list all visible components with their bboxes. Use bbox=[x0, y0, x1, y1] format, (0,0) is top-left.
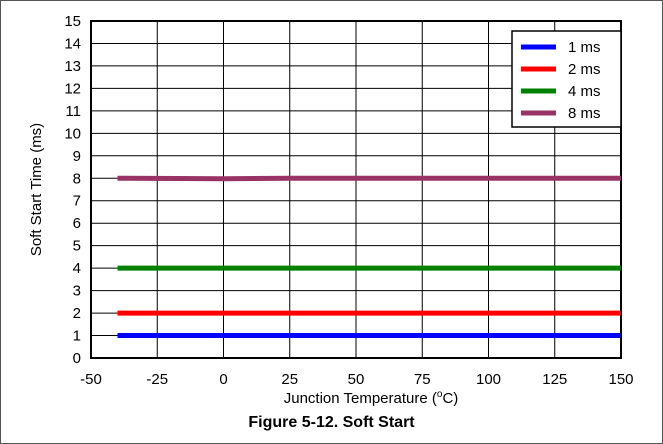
plot-border bbox=[90, 20, 622, 359]
x-tick-label: 0 bbox=[219, 371, 227, 388]
legend-label: 8 ms bbox=[568, 105, 601, 122]
legend-label: 1 ms bbox=[568, 39, 601, 56]
legend-label: 2 ms bbox=[568, 61, 601, 78]
x-axis-title: Junction Temperature (oC) bbox=[284, 389, 459, 407]
x-tick-label: 100 bbox=[476, 371, 501, 388]
figure-caption: Figure 5-12. Soft Start bbox=[248, 414, 415, 431]
y-tick-label: 13 bbox=[64, 58, 81, 75]
y-tick-label: 12 bbox=[64, 80, 81, 97]
y-tick-label: 3 bbox=[73, 283, 81, 300]
y-tick-label: 6 bbox=[73, 215, 81, 232]
y-tick-label: 1 bbox=[73, 328, 81, 345]
x-tick-label: 50 bbox=[348, 371, 365, 388]
y-tick-label: 8 bbox=[73, 170, 81, 187]
y-tick-label: 9 bbox=[73, 148, 81, 165]
y-axis-title: Soft Start Time (ms) bbox=[28, 123, 45, 256]
x-tick-label: 125 bbox=[542, 371, 567, 388]
y-tick-label: 7 bbox=[73, 193, 81, 210]
legend-label: 4 ms bbox=[568, 83, 601, 100]
x-tick-label: -25 bbox=[146, 371, 168, 388]
y-tick-label: 10 bbox=[64, 125, 81, 142]
x-tick-label: 150 bbox=[608, 371, 633, 388]
x-tick-label: -50 bbox=[80, 371, 102, 388]
x-tick-label: 75 bbox=[414, 371, 431, 388]
y-tick-label: 15 bbox=[64, 13, 81, 30]
y-tick-label: 0 bbox=[73, 350, 81, 367]
y-tick-label: 4 bbox=[73, 260, 81, 277]
y-tick-label: 14 bbox=[64, 35, 81, 52]
y-tick-label: 11 bbox=[65, 103, 81, 120]
y-tick-label: 2 bbox=[73, 305, 81, 322]
y-tick-label: 5 bbox=[73, 238, 81, 255]
x-tick-label: 25 bbox=[281, 371, 298, 388]
